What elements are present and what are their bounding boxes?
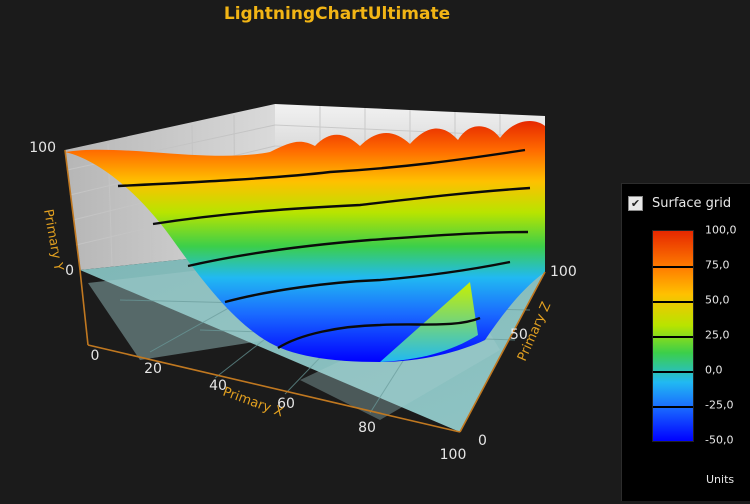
x-tick-20: 20 <box>144 361 162 377</box>
colorbar-tick <box>653 301 693 303</box>
colorbar-label-neg25: -25,0 <box>705 398 734 412</box>
surface-grid-toggle[interactable]: ✔ Surface grid <box>628 194 731 212</box>
x-axis-title: Primary X <box>221 385 286 421</box>
colorbar <box>652 230 694 442</box>
units-label: Units <box>706 473 735 486</box>
colorbar-label-25: 25,0 <box>705 328 730 342</box>
z-tick-0: 0 <box>478 433 487 449</box>
z-tick-50: 50 <box>510 327 528 343</box>
colorbar-tick <box>653 406 693 408</box>
colorbar-label-0: 0,0 <box>705 363 723 377</box>
x-tick-80: 80 <box>358 420 376 436</box>
surface-grid-checkbox[interactable]: ✔ <box>628 195 643 211</box>
x-tick-100: 100 <box>440 447 467 463</box>
colorbar-label-50: 50,0 <box>705 293 730 307</box>
x-tick-60: 60 <box>277 396 295 412</box>
axis-lines <box>64 149 546 433</box>
legend-panel: ✔ Surface grid 100,0 75,0 50,0 25,0 0,0 … <box>621 183 750 501</box>
colorbar-label-100: 100,0 <box>705 223 737 237</box>
colorbar-label-75: 75,0 <box>705 258 730 272</box>
surface-grid-label: Surface grid <box>652 195 732 211</box>
y-tick-0: 0 <box>65 263 74 279</box>
y-tick-100: 100 <box>29 140 56 156</box>
colorbar-tick <box>653 336 693 338</box>
colorbar-tick <box>653 266 693 268</box>
z-tick-100: 100 <box>550 264 577 280</box>
surface-chart: LightningChartUltimate 100 0 0 20 40 60 … <box>29 4 577 463</box>
x-tick-0: 0 <box>91 348 100 364</box>
y-axis-title: Primary Y <box>40 208 66 272</box>
colorbar-tick <box>653 371 693 373</box>
surface <box>65 121 545 362</box>
chart-title: LightningChartUltimate <box>224 4 450 24</box>
x-tick-40: 40 <box>209 378 227 394</box>
colorbar-label-neg50: -50,0 <box>705 433 734 447</box>
